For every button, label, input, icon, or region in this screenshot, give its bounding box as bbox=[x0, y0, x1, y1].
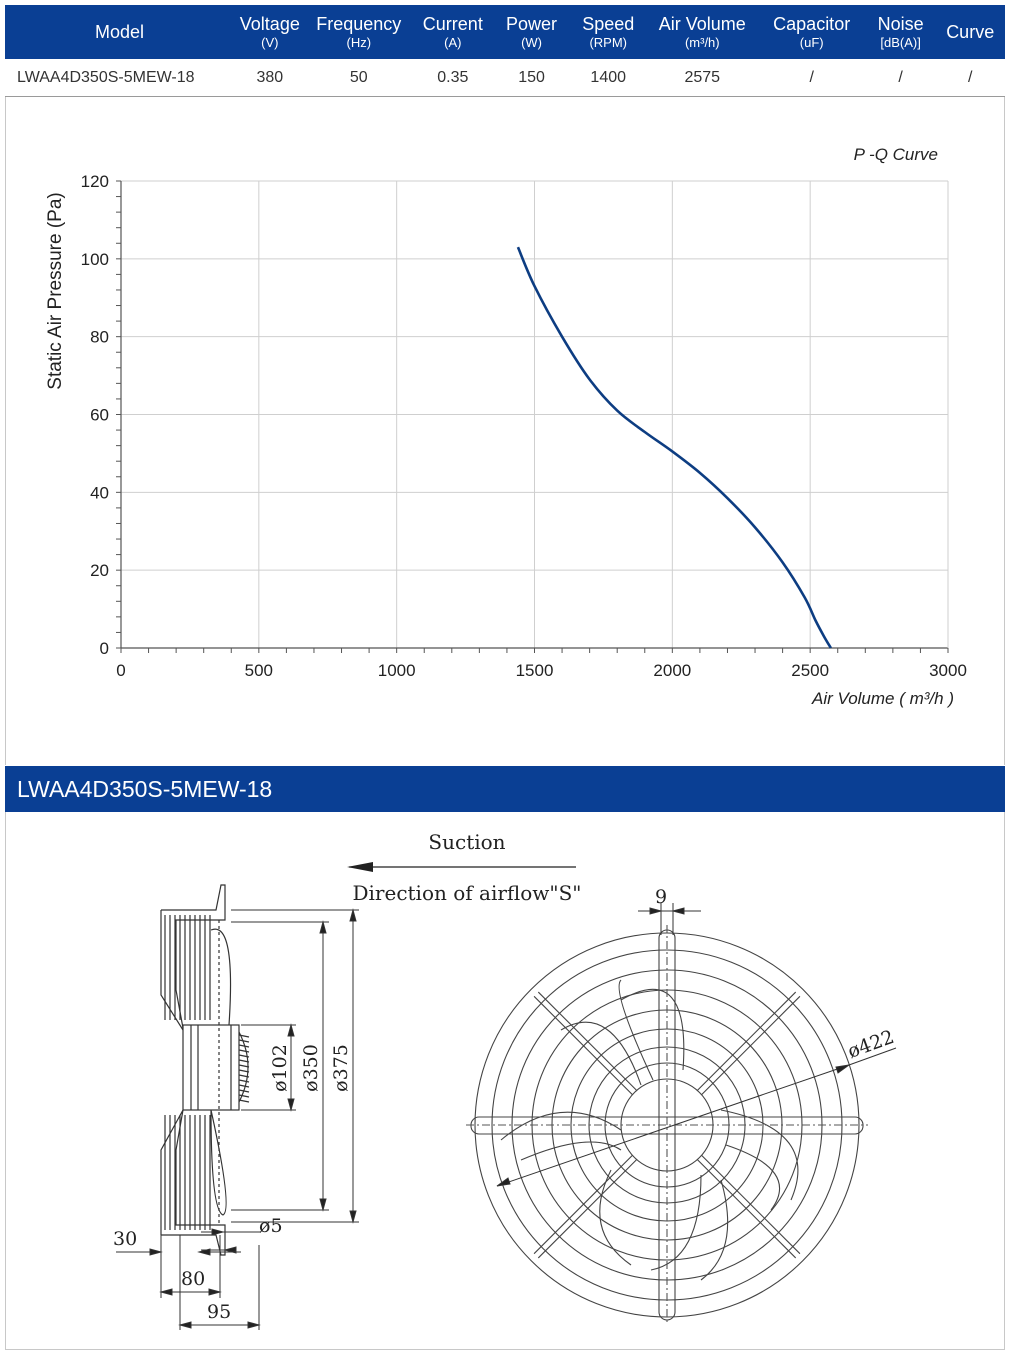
spec-value-row: LWAA4D350S-5MEW-18 380 50 0.35 150 1400 … bbox=[5, 59, 1005, 97]
y-tick-label: 120 bbox=[81, 172, 109, 191]
cell-frequency: 50 bbox=[305, 59, 412, 97]
dim-30: 30 bbox=[113, 1228, 137, 1250]
spec-header-row: Model Voltage (V) Frequency (Hz) Current (A… bbox=[5, 5, 1005, 59]
guard-spoke bbox=[533, 995, 633, 1095]
side-dimensions bbox=[116, 908, 359, 1330]
header-voltage: Voltage (V) bbox=[234, 5, 306, 59]
x-tick-label: 3000 bbox=[929, 661, 967, 680]
hub-tooth bbox=[238, 1039, 250, 1043]
guard-spoke bbox=[537, 991, 637, 1091]
header-capacitor: Capacitor (uF) bbox=[757, 5, 866, 59]
hub-tooth bbox=[238, 1074, 250, 1078]
hub-tooth bbox=[238, 1059, 250, 1063]
chart-title: P -Q Curve bbox=[854, 145, 938, 164]
header-curve: Curve bbox=[935, 5, 1005, 59]
header-noise: Noise [dB(A)] bbox=[865, 5, 936, 59]
tick-labels: 0 500 1000 1500 2000 2500 3000 0 20 40 60 80 100 120 bbox=[81, 172, 967, 680]
cell-curve: / bbox=[935, 59, 1005, 97]
suction-label: Suction bbox=[428, 830, 505, 854]
hub-tooth bbox=[238, 1049, 250, 1053]
y-tick-label: 0 bbox=[100, 639, 109, 658]
y-tick-label: 100 bbox=[81, 250, 109, 269]
dim-9: 9 bbox=[655, 886, 667, 908]
hub-tooth bbox=[238, 1094, 250, 1098]
x-tick-label: 2000 bbox=[653, 661, 691, 680]
hub-tooth bbox=[238, 1069, 250, 1073]
hub-tooth bbox=[238, 1044, 250, 1048]
airflow-arrow bbox=[347, 862, 576, 872]
hub-tooth bbox=[238, 1089, 250, 1093]
hub-tooth bbox=[238, 1064, 250, 1068]
cell-model: LWAA4D350S-5MEW-18 bbox=[5, 59, 235, 97]
dim-95: 95 bbox=[207, 1301, 231, 1323]
airflow-label: Direction of airflow"S" bbox=[352, 881, 581, 905]
guard-spoke bbox=[697, 1159, 797, 1259]
header-current: Current (A) bbox=[411, 5, 494, 59]
header-power: Power (W) bbox=[493, 5, 570, 59]
dim-d5: ø5 bbox=[259, 1215, 283, 1237]
hub-tooth bbox=[238, 1084, 250, 1088]
cell-noise: / bbox=[865, 59, 936, 97]
x-axis-label: Air Volume ( m³/h ) bbox=[811, 689, 954, 708]
axes bbox=[120, 181, 949, 649]
y-tick-label: 60 bbox=[90, 406, 109, 425]
dim-d375: ø375 bbox=[330, 1044, 352, 1092]
cell-air-volume: 2575 bbox=[647, 59, 758, 97]
x-tick-label: 1500 bbox=[516, 661, 554, 680]
dim-d350: ø350 bbox=[300, 1044, 322, 1092]
pq-chart: 0 500 1000 1500 2000 2500 3000020406080100120 … bbox=[45, 145, 967, 708]
cell-current: 0.35 bbox=[411, 59, 494, 97]
hub-tooth bbox=[238, 1054, 250, 1058]
hub-tooth bbox=[238, 1099, 250, 1103]
y-tick-label: 40 bbox=[90, 483, 109, 502]
x-tick-label: 500 bbox=[245, 661, 273, 680]
hub-tooth bbox=[238, 1079, 250, 1083]
cell-capacitor: / bbox=[757, 59, 866, 97]
fan-front-view bbox=[466, 925, 868, 1325]
guard-spoke bbox=[701, 1155, 801, 1255]
chart-panel: 0 500 1000 1500 2000 2500 3000 0 20 40 60 80 100 120 … bbox=[5, 97, 1005, 765]
header-speed: Speed (RPM) bbox=[569, 5, 648, 59]
x-tick-label: 2500 bbox=[791, 661, 829, 680]
minor-ticks bbox=[116, 180, 949, 653]
guard-spoke bbox=[533, 1155, 633, 1255]
pq-curve-line bbox=[516, 246, 832, 649]
header-air-volume: Air Volume (m³/h) bbox=[647, 5, 758, 59]
hub-teeth bbox=[238, 1034, 250, 1103]
cell-power: 150 bbox=[493, 59, 570, 97]
header-frequency: Frequency (Hz) bbox=[305, 5, 412, 59]
guard-spoke bbox=[537, 1159, 637, 1259]
cell-voltage: 380 bbox=[234, 59, 306, 97]
dim-80: 80 bbox=[181, 1268, 205, 1290]
y-tick-label: 20 bbox=[90, 561, 109, 580]
model-banner: LWAA4D350S-5MEW-18 bbox=[5, 766, 1005, 812]
drawing-panel: Suction Direction of airflow"S" bbox=[5, 812, 1005, 1350]
cell-speed: 1400 bbox=[569, 59, 648, 97]
header-model: Model bbox=[5, 5, 235, 59]
guard-spoke bbox=[701, 995, 801, 1095]
y-axis-label: Static Air Pressure (Pa) bbox=[45, 192, 66, 389]
guard-spoke bbox=[697, 991, 797, 1091]
guard-fins bbox=[164, 915, 211, 1230]
x-tick-label: 0 bbox=[116, 661, 125, 680]
guard-spokes bbox=[533, 991, 801, 1259]
fan-side-view bbox=[160, 884, 250, 1256]
series bbox=[516, 246, 832, 649]
y-tick-label: 80 bbox=[90, 328, 109, 347]
hub-tooth bbox=[238, 1034, 250, 1038]
front-dimensions bbox=[496, 903, 897, 1187]
x-tick-label: 1000 bbox=[378, 661, 416, 680]
spec-table: Model Voltage (V) Frequency (Hz) Current (A… bbox=[5, 5, 1005, 97]
dim-d102: ø102 bbox=[269, 1044, 291, 1092]
